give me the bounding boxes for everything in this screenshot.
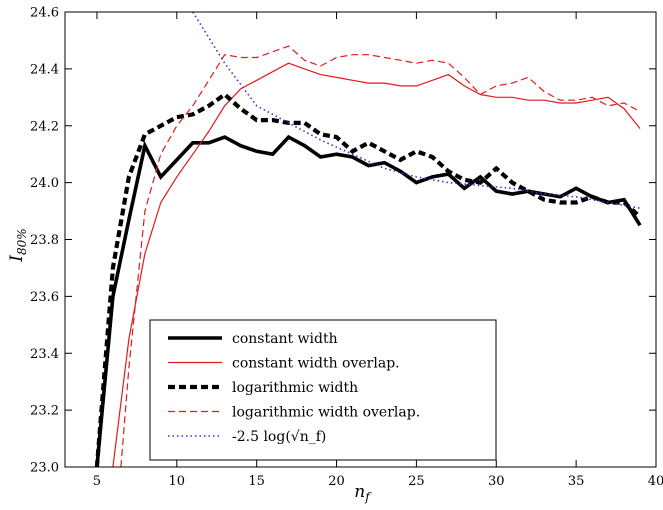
y-tick-label: 23.8 xyxy=(30,233,59,248)
x-tick-label: 10 xyxy=(169,474,186,489)
y-tick-label: 23.0 xyxy=(30,461,59,476)
x-axis-title: nf xyxy=(354,482,372,504)
x-tick-label: 20 xyxy=(328,474,345,489)
series-line-5 xyxy=(192,12,641,209)
legend: constant width constant width overlap. log… xyxy=(149,319,497,461)
legend-items: constant width constant width overlap. log… xyxy=(168,331,420,445)
x-tick-label: 35 xyxy=(568,474,585,489)
x-tick-label: 15 xyxy=(248,474,265,489)
tick-labels: 5 10 15 20 25 30 35 40 23.0 23.2 23.4 23.6 23.8 24.0 2… xyxy=(30,6,663,490)
legend-label-5: -2.5 log(√n_f) xyxy=(232,429,326,445)
series-line-4 xyxy=(120,45,641,467)
legend-label-1: constant width xyxy=(232,331,338,347)
legend-box xyxy=(149,319,497,461)
x-tick-label: 25 xyxy=(408,474,425,489)
series-line-2 xyxy=(112,62,641,467)
y-tick-label: 24.0 xyxy=(30,176,59,191)
axis-ticks xyxy=(65,11,657,468)
x-tick-label: 5 xyxy=(93,474,101,489)
y-tick-label: 24.6 xyxy=(30,6,59,21)
series-line-3 xyxy=(94,91,642,467)
y-tick-label: 23.6 xyxy=(30,290,59,305)
y-tick-label: 23.4 xyxy=(30,347,59,362)
x-tick-label: 30 xyxy=(488,474,505,489)
y-tick-label: 24.2 xyxy=(30,119,59,134)
y-tick-label: 24.4 xyxy=(30,62,59,77)
legend-label-4: logarithmic width overlap. xyxy=(232,405,420,421)
plot-series xyxy=(94,12,642,467)
legend-label-3: logarithmic width xyxy=(232,380,358,396)
y-axis-title: I80% xyxy=(7,228,29,262)
legend-label-2: constant width overlap. xyxy=(232,356,400,372)
y-tick-label: 23.2 xyxy=(30,404,59,419)
x-tick-label: 40 xyxy=(648,474,663,489)
